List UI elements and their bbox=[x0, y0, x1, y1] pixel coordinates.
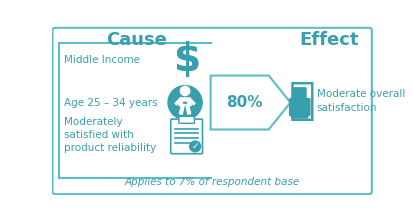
Text: Moderately
satisfied with
product reliability: Moderately satisfied with product reliab… bbox=[64, 117, 156, 153]
Text: Middle Income: Middle Income bbox=[64, 55, 140, 65]
FancyBboxPatch shape bbox=[290, 111, 308, 119]
FancyBboxPatch shape bbox=[292, 87, 306, 102]
Text: Applies to 7% of respondent base: Applies to 7% of respondent base bbox=[124, 177, 299, 187]
Text: 80%: 80% bbox=[225, 95, 261, 110]
Circle shape bbox=[168, 86, 202, 119]
Circle shape bbox=[180, 86, 189, 95]
Text: 👍: 👍 bbox=[288, 79, 315, 122]
FancyBboxPatch shape bbox=[288, 98, 310, 116]
Text: Effect: Effect bbox=[299, 31, 358, 49]
Text: Age 25 – 34 years: Age 25 – 34 years bbox=[64, 97, 157, 108]
FancyBboxPatch shape bbox=[178, 116, 194, 123]
FancyBboxPatch shape bbox=[52, 28, 371, 194]
Polygon shape bbox=[178, 98, 191, 106]
Text: ✓: ✓ bbox=[191, 141, 198, 150]
Text: Cause: Cause bbox=[106, 31, 166, 49]
FancyBboxPatch shape bbox=[170, 119, 202, 154]
Text: Moderate overall
satisfaction: Moderate overall satisfaction bbox=[316, 89, 404, 113]
Text: $: $ bbox=[173, 41, 200, 79]
Text: $: $ bbox=[173, 41, 200, 79]
Circle shape bbox=[189, 141, 200, 152]
Polygon shape bbox=[210, 76, 290, 129]
